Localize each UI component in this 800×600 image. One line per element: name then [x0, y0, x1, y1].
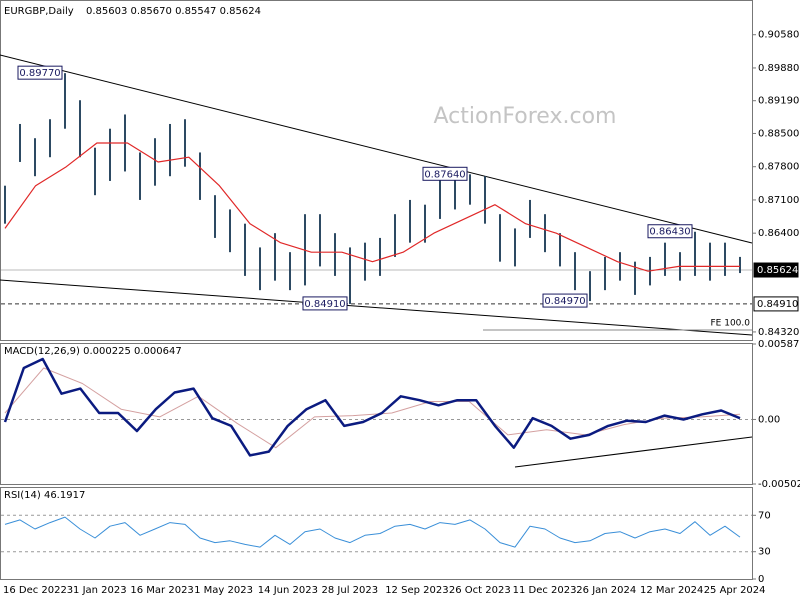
annotation-label: 0.84910	[304, 299, 345, 310]
annotation-box	[422, 166, 468, 181]
x-tick-label: 14 Jun 2023	[258, 585, 318, 596]
x-tick-label: 1 May 2023	[194, 585, 253, 596]
x-tick-label: 12 Mar 2024	[640, 585, 703, 596]
y-tick-label: 0.89190	[758, 96, 799, 107]
y-tick-label: 30	[758, 547, 771, 558]
annotation-box	[647, 224, 693, 239]
x-tick-label: 31 Jan 2023	[67, 585, 127, 596]
trendline	[0, 54, 753, 244]
macd-title: MACD(12,26,9) 0.000225 0.000647	[4, 346, 182, 357]
y-tick-label: 0.89880	[758, 63, 799, 74]
y-tick-label: 0	[758, 574, 764, 585]
y-tick-label: 0.00587	[758, 339, 799, 350]
x-tick-label: 12 Sep 2023	[385, 585, 448, 596]
annotation-box	[302, 296, 348, 311]
macd-line	[3, 357, 741, 457]
y-tick-label: 0.90580	[758, 30, 799, 41]
annotation-label: 0.86430	[649, 227, 690, 238]
annotation-label: 0.89770	[19, 68, 60, 79]
y-tick-label: 70	[758, 510, 771, 521]
chart-subtitle: 0.85603 0.85670 0.85547 0.85624	[86, 6, 261, 17]
x-tick-label: 11 Dec 2023	[513, 585, 577, 596]
annotation-label: 0.84970	[544, 296, 585, 307]
annotation-box	[542, 293, 588, 308]
annotation-label: 0.87640	[424, 169, 465, 180]
price-tag-label: 0.84910	[757, 299, 798, 310]
y-tick-label: 0.00	[758, 414, 780, 425]
price-tag-label: 0.85624	[757, 265, 798, 276]
fe-label: FE 100.0	[711, 319, 751, 329]
chart-title: EURGBP,Daily	[4, 6, 74, 17]
rsi-line	[4, 516, 741, 548]
rsi-panel	[0, 487, 753, 580]
x-tick-label: 16 Mar 2023	[130, 585, 193, 596]
signal-line	[4, 367, 741, 449]
y-tick-label: -0.005021	[758, 479, 800, 490]
x-tick-label: 26 Jan 2024	[576, 585, 636, 596]
price-tag	[753, 262, 799, 278]
macd-panel	[0, 343, 753, 485]
y-tick-label: 0.87100	[758, 195, 799, 206]
y-tick-label: 0.86400	[758, 228, 799, 239]
trendline	[0, 279, 753, 336]
rsi-title: RSI(14) 46.1917	[4, 490, 85, 501]
macd-trendline	[514, 436, 753, 468]
y-tick-label: 0.88500	[758, 128, 799, 139]
price-panel	[0, 0, 753, 341]
frame	[0, 0, 753, 580]
price-tag	[753, 296, 799, 312]
x-tick-label: 26 Oct 2023	[449, 585, 511, 596]
x-tick-label: 25 Apr 2024	[704, 585, 766, 596]
y-tick-label: 0.84320	[758, 327, 799, 338]
annotation-box	[17, 65, 63, 80]
moving-average	[4, 142, 740, 272]
y-tick-label: 0.87800	[758, 162, 799, 173]
x-tick-label: 28 Jul 2023	[322, 585, 379, 596]
watermark: ActionForex.com	[434, 104, 617, 129]
x-tick-label: 16 Dec 2022	[3, 585, 67, 596]
